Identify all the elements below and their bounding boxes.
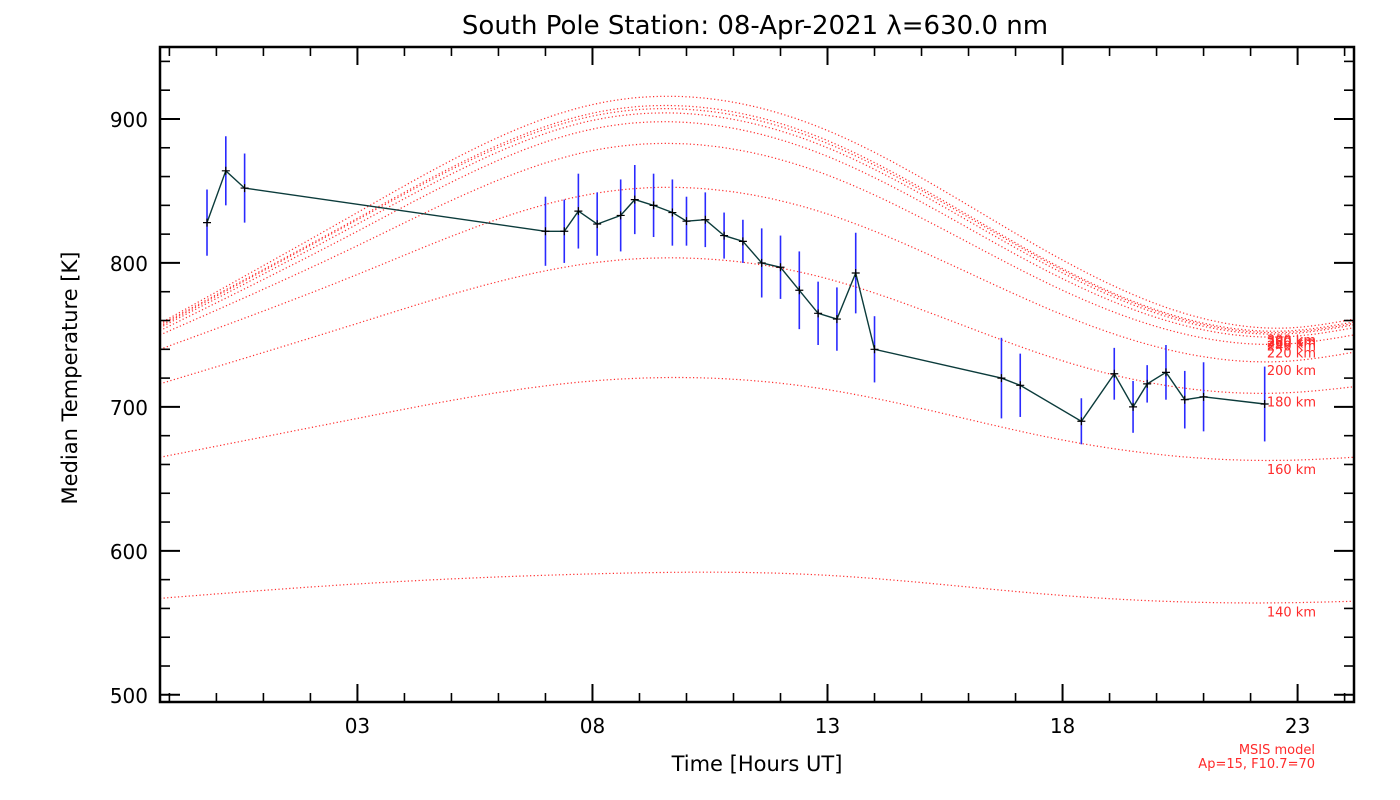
y-tick-label: 800: [110, 252, 148, 276]
x-tick-label: 08: [580, 714, 605, 738]
data-point: [776, 263, 785, 272]
model-curve: [159, 571, 1355, 604]
data-point: [574, 207, 583, 216]
data-point: [997, 374, 1006, 383]
model-curve: [159, 104, 1355, 332]
model-curve: [159, 186, 1355, 363]
model-note-line-2: Ap=15, F10.7=70: [1198, 757, 1315, 772]
model-note-line-1: MSIS model: [1239, 743, 1315, 758]
data-point: [757, 258, 766, 267]
model-curve: [159, 376, 1355, 462]
model-curve: [159, 95, 1355, 329]
data-point: [870, 345, 879, 354]
x-tick-label: 13: [815, 714, 840, 738]
y-axis-label: Median Temperature [K]: [58, 252, 82, 505]
x-tick-label: 03: [345, 714, 370, 738]
model-curve-label: 200 km: [1267, 364, 1316, 379]
data-point: [240, 184, 249, 193]
model-curve: [159, 142, 1355, 345]
data-point: [203, 218, 212, 227]
data-point: [851, 269, 860, 278]
model-curve: [159, 112, 1355, 335]
model-curve-label: 240 km: [1267, 339, 1316, 354]
model-curve-label: 220 km: [1267, 347, 1316, 362]
data-point: [814, 309, 823, 318]
y-tick-label: 700: [110, 396, 148, 420]
data-point: [1199, 392, 1208, 401]
data-point: [630, 195, 639, 204]
data-point: [1260, 400, 1269, 409]
measured-line: [206, 169, 1265, 423]
data-point: [795, 286, 804, 295]
data-point: [832, 315, 841, 324]
axis-ticks: 03 08 13 18 23 500 600 700 800 900: [110, 47, 1354, 738]
model-curve: [159, 108, 1355, 334]
model-curve-label: 260 km: [1267, 337, 1316, 352]
model-curve-label: 180 km: [1267, 396, 1316, 411]
data-point: [1180, 395, 1189, 404]
measured-series: [203, 136, 1269, 445]
msis-model-curves: [159, 95, 1355, 604]
data-point: [616, 211, 625, 220]
model-curve: [159, 257, 1355, 394]
model-curve-label: 280 km: [1267, 335, 1316, 350]
y-tick-label: 500: [110, 684, 148, 708]
data-point: [593, 220, 602, 229]
y-tick-label: 900: [110, 108, 148, 132]
plot-frame: [158, 45, 1356, 704]
data-point: [1143, 379, 1152, 388]
data-point: [649, 201, 658, 210]
model-curve-label: 300 km: [1267, 334, 1316, 349]
data-point: [1016, 381, 1025, 390]
y-tick-label: 600: [110, 540, 148, 564]
data-point: [541, 227, 550, 236]
model-curve-label: 160 km: [1267, 463, 1316, 478]
model-curve-label: 140 km: [1267, 606, 1316, 621]
x-tick-label: 18: [1050, 714, 1075, 738]
data-point: [1077, 417, 1086, 426]
data-point: [668, 208, 677, 217]
chart-title: South Pole Station: 08-Apr-2021 λ=630.0 …: [462, 11, 1048, 41]
data-point: [1110, 369, 1119, 378]
data-point: [1161, 368, 1170, 377]
model-curve: [159, 121, 1355, 338]
x-axis-label: Time [Hours UT]: [671, 752, 843, 776]
data-point: [720, 231, 729, 240]
data-point: [738, 237, 747, 246]
data-point: [682, 217, 691, 226]
data-point: [221, 166, 230, 175]
data-point: [1129, 402, 1138, 411]
data-point: [701, 215, 710, 224]
data-point: [560, 227, 569, 236]
x-tick-label: 23: [1285, 714, 1310, 738]
